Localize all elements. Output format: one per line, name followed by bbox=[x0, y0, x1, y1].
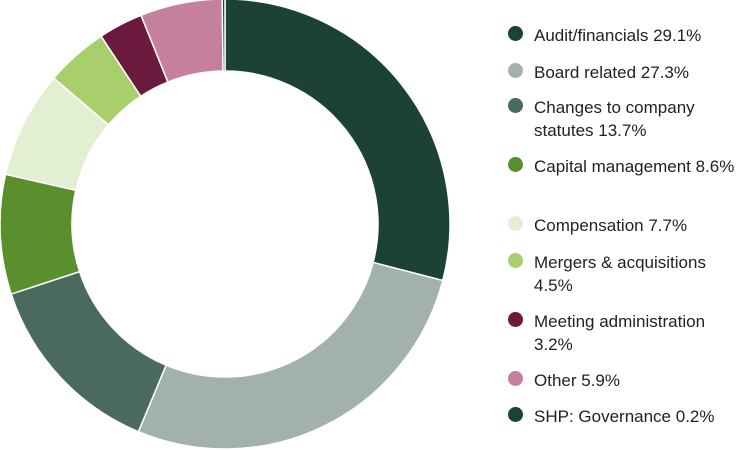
legend-label: Meeting administration 3.2% bbox=[534, 312, 706, 354]
legend-label: Board related 27.3% bbox=[534, 63, 689, 82]
legend-swatch bbox=[508, 407, 523, 422]
legend-label: Compensation 7.7% bbox=[534, 216, 688, 235]
legend-item: Changes to company statutes 13.7% bbox=[508, 96, 748, 142]
legend-item: Capital management 8.6% bbox=[508, 155, 748, 178]
legend-label: Changes to company statutes 13.7% bbox=[534, 98, 695, 140]
legend-swatch bbox=[508, 98, 523, 113]
legend-item: Board related 27.3% bbox=[508, 61, 748, 84]
donut-plot bbox=[0, 0, 451, 450]
legend-item: Mergers & acquisitions 4.5% bbox=[508, 251, 748, 297]
donut-slice-0 bbox=[224, 0, 451, 282]
legend-swatch bbox=[508, 371, 523, 386]
legend-label: Mergers & acquisitions 4.5% bbox=[534, 253, 706, 295]
legend-label: Audit/financials 29.1% bbox=[534, 26, 702, 45]
legend-item: SHP: Governance 0.2% bbox=[508, 405, 748, 428]
legend-item: Audit/financials 29.1% bbox=[508, 24, 748, 47]
legend-swatch bbox=[508, 216, 523, 231]
legend-swatch bbox=[508, 253, 523, 268]
legend-item: Meeting administration 3.2% bbox=[508, 310, 748, 356]
legend-swatch bbox=[508, 26, 523, 41]
donut-slice-1 bbox=[137, 261, 444, 450]
legend-item: Other 5.9% bbox=[508, 369, 748, 392]
legend-label: Other 5.9% bbox=[534, 371, 620, 390]
donut-slice-2 bbox=[10, 270, 168, 433]
legend-swatch bbox=[508, 157, 523, 172]
donut-slice-3 bbox=[0, 173, 81, 296]
legend-item: Compensation 7.7% bbox=[508, 214, 748, 237]
chart-legend: Audit/financials 29.1% Board related 27.3… bbox=[508, 0, 748, 450]
legend-label: SHP: Governance 0.2% bbox=[534, 407, 715, 426]
legend-swatch bbox=[508, 312, 523, 327]
legend-swatch bbox=[508, 63, 523, 78]
donut-slice-8 bbox=[221, 0, 226, 72]
legend-label: Capital management 8.6% bbox=[534, 157, 735, 176]
